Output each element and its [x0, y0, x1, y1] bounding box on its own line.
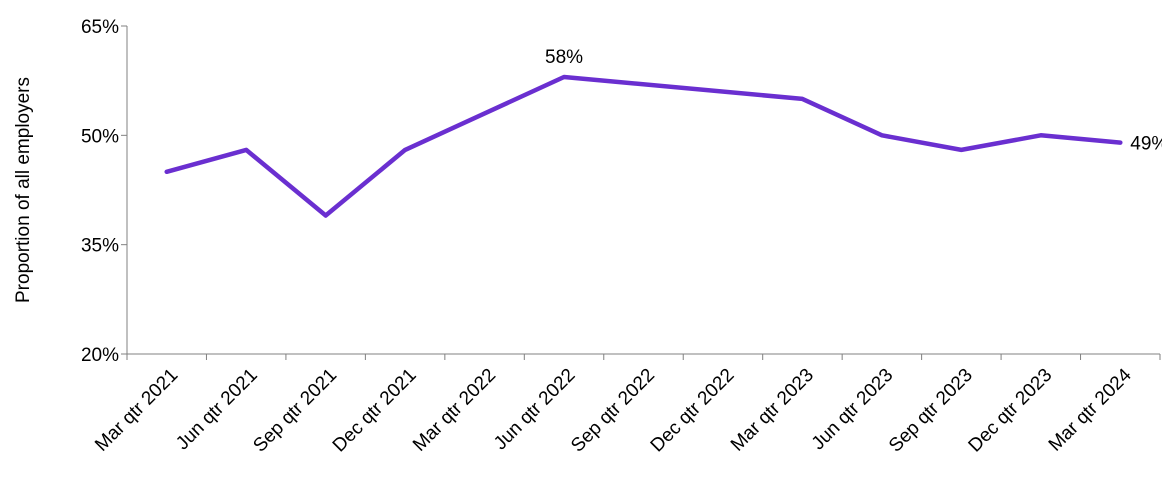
data-point: [563, 76, 565, 78]
x-tick-label: Jun qtr 2021: [172, 365, 262, 455]
data-point: [881, 134, 883, 136]
x-tick-label: Mar qtr 2022: [409, 365, 500, 456]
y-tick-label: 50%: [81, 126, 119, 147]
data-point: [404, 149, 406, 151]
data-point: [166, 171, 168, 173]
series-group: [164, 74, 1123, 218]
x-tick-label: Sep qtr 2021: [249, 365, 341, 457]
data-point: [1040, 134, 1042, 136]
x-tick-label: Dec qtr 2022: [647, 365, 739, 457]
data-labels: 58% 49%: [545, 47, 1162, 155]
data-point: [960, 149, 962, 151]
data-label: 58%: [545, 47, 583, 68]
data-point: [1119, 142, 1121, 144]
y-axis-title: Proportion of all employers: [13, 77, 34, 303]
x-tick-label: Dec qtr 2021: [329, 365, 421, 457]
x-tick-label: Sep qtr 2022: [567, 365, 659, 457]
data-point: [325, 215, 327, 217]
x-tick-label: Mar qtr 2023: [727, 365, 818, 456]
data-point: [245, 149, 247, 151]
series-line: [164, 74, 1123, 218]
y-axis-ticks: 20% 35% 50% 65%: [81, 17, 127, 366]
x-tick-label: Mar qtr 2024: [1045, 364, 1136, 455]
x-tick-label: Jun qtr 2023: [808, 365, 898, 455]
y-tick-label: 20%: [81, 345, 119, 366]
data-label: 49%: [1130, 134, 1162, 155]
y-tick-label: 65%: [81, 17, 119, 38]
x-tick-label: Sep qtr 2023: [885, 365, 977, 457]
data-point: [801, 98, 803, 100]
x-tick-label: Dec qtr 2023: [965, 365, 1057, 457]
x-tick-label: Jun qtr 2022: [490, 365, 580, 455]
x-tick-label: Mar qtr 2021: [91, 365, 182, 456]
y-tick-label: 35%: [81, 236, 119, 257]
